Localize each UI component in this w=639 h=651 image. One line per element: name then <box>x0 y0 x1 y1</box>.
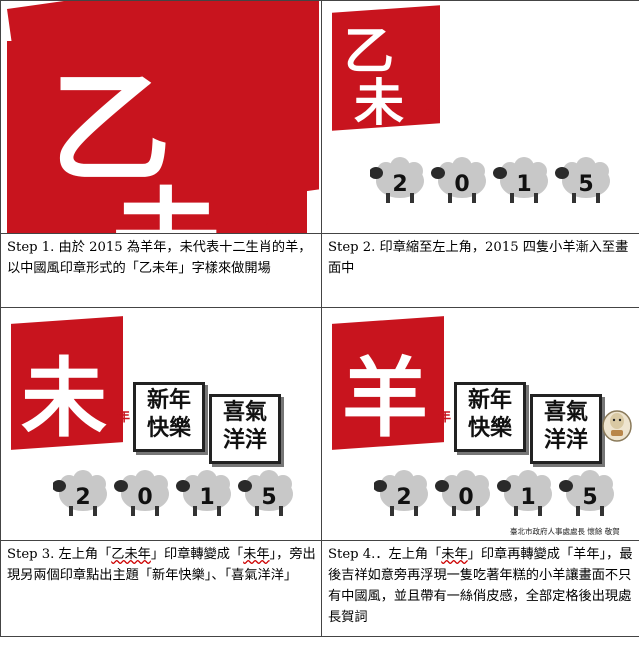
sheep-icon: 2 <box>369 157 424 203</box>
tag-joyful: 喜氣 洋洋 <box>209 394 281 464</box>
seal-char-yang: 羊 <box>342 348 428 449</box>
sheep-digit: 2 <box>396 485 411 510</box>
seal-small-char: 年 <box>426 105 440 120</box>
sheep-digit: 2 <box>75 485 90 510</box>
seal-char-yi: 乙 <box>51 58 171 199</box>
sheep-digit: 1 <box>199 485 214 510</box>
sheep-icon: 2 <box>52 470 107 516</box>
sheep-icon: 1 <box>493 157 548 203</box>
sheep-icon: 1 <box>176 470 231 516</box>
seal-small-char: 年 <box>263 215 283 233</box>
caption-step-4: Step 4.．左上角「未年」印章再轉變成「羊年」，最後吉祥如意旁再浮現一隻吃著… <box>328 547 633 625</box>
sheep-digit: 5 <box>261 485 276 510</box>
sheep-icon: 0 <box>114 470 169 516</box>
panel-1-image: 乙 未 年 <box>1 1 319 233</box>
seal-char-wei: 未 <box>111 151 221 233</box>
sheep-digit: 5 <box>582 485 597 510</box>
tag-joyful: 喜氣 洋洋 <box>530 394 602 464</box>
sheep-icon: 2 <box>373 470 428 516</box>
seal-char-wei: 未 <box>354 73 404 132</box>
sheep-digit: 0 <box>454 172 469 197</box>
seal-char-yi: 乙 <box>344 21 394 80</box>
tag-happy-new-year: 新年 快樂 <box>133 382 205 452</box>
sheep-digit: 0 <box>458 485 473 510</box>
sheep-digit: 5 <box>578 172 593 197</box>
tag-happy-new-year: 新年 快樂 <box>454 382 526 452</box>
caption-step-2: Step 2. 印章縮至左上角，2015 四隻小羊漸入至畫面中 <box>328 240 629 276</box>
sheep-icon: 5 <box>555 157 610 203</box>
panel-1-cell: 乙 未 年 <box>0 0 322 234</box>
credit-text: 臺北市政府人事處處長 懷餘 敬賀 <box>510 527 620 536</box>
seal-char-wei: 未 <box>21 348 107 449</box>
sheep-icon: 5 <box>559 470 614 516</box>
sheep-eating-cake-icon <box>602 410 632 442</box>
caption-step-3: Step 3. 左上角「乙未年」印章轉變成「未年」，旁出現另兩個印章點出主題「新… <box>7 547 316 583</box>
seal-small-char: 年 <box>117 410 131 425</box>
sheep-icon: 0 <box>435 470 490 516</box>
sheep-digit: 2 <box>392 172 407 197</box>
sheep-digit: 1 <box>516 172 531 197</box>
sheep-icon: 5 <box>238 470 293 516</box>
sheep-digit: 1 <box>520 485 535 510</box>
sheep-icon: 1 <box>497 470 552 516</box>
caption-step-1: Step 1. 由於 2015 為羊年，未代表十二生肖的羊，以中國風印章形式的「… <box>7 240 312 276</box>
storyboard-table: 乙 未 年 乙 未 年 2015 Step 1. 由於 2015 為羊年，未代表… <box>0 0 639 637</box>
sheep-icon: 0 <box>431 157 486 203</box>
sheep-digit: 0 <box>137 485 152 510</box>
seal-small-char: 年 <box>438 410 452 425</box>
